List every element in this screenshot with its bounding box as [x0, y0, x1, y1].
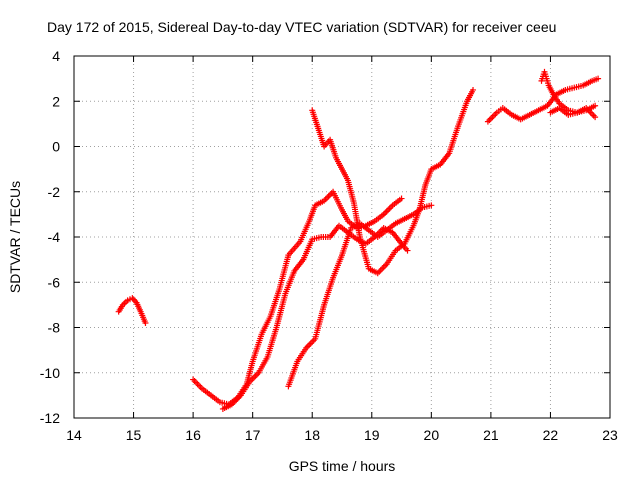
series-arc-6	[484, 75, 602, 125]
x-tick-label: 19	[364, 427, 380, 443]
x-tick-label: 22	[543, 427, 559, 443]
x-axis-title: GPS time / hours	[289, 458, 396, 474]
series-arc-5	[309, 86, 477, 277]
y-tick-label: -10	[40, 365, 60, 381]
x-tick-label: 16	[185, 427, 201, 443]
data-point	[470, 86, 477, 93]
data-point	[592, 102, 599, 109]
chart-title: Day 172 of 2015, Sidereal Day-to-day VTE…	[47, 19, 556, 35]
axis-ticks: 14 15 16 17 18 19 20 21 22 23 -12 -10 -8 -6 -4 -2 0 2 4	[40, 48, 618, 443]
series-arc-2	[190, 188, 405, 408]
series-arc-1	[115, 295, 149, 326]
x-tick-label: 20	[424, 427, 440, 443]
data-point	[428, 202, 435, 209]
y-tick-label: -4	[48, 229, 61, 245]
x-tick-label: 23	[602, 427, 618, 443]
data-point	[404, 247, 411, 254]
series-arc-3	[219, 222, 411, 412]
y-tick-label: -2	[48, 184, 61, 200]
y-tick-label: -6	[48, 274, 61, 290]
series-arc-8	[547, 105, 599, 121]
plot-frame	[73, 55, 611, 419]
y-tick-label: 2	[52, 93, 60, 109]
grid	[74, 56, 610, 418]
y-axis-title: SDTVAR / TECUs	[7, 181, 23, 293]
y-tick-label: 4	[52, 48, 60, 64]
data-point	[398, 195, 405, 202]
x-tick-label: 21	[483, 427, 499, 443]
data-point	[142, 319, 149, 326]
data-point	[595, 75, 602, 82]
data-marks	[115, 68, 602, 412]
y-tick-label: -8	[48, 320, 61, 336]
x-tick-label: 18	[304, 427, 320, 443]
x-tick-label: 14	[66, 427, 82, 443]
x-tick-label: 15	[126, 427, 142, 443]
data-point	[592, 114, 599, 121]
y-tick-label: 0	[52, 139, 60, 155]
x-tick-label: 17	[245, 427, 261, 443]
y-tick-label: -12	[40, 410, 60, 426]
